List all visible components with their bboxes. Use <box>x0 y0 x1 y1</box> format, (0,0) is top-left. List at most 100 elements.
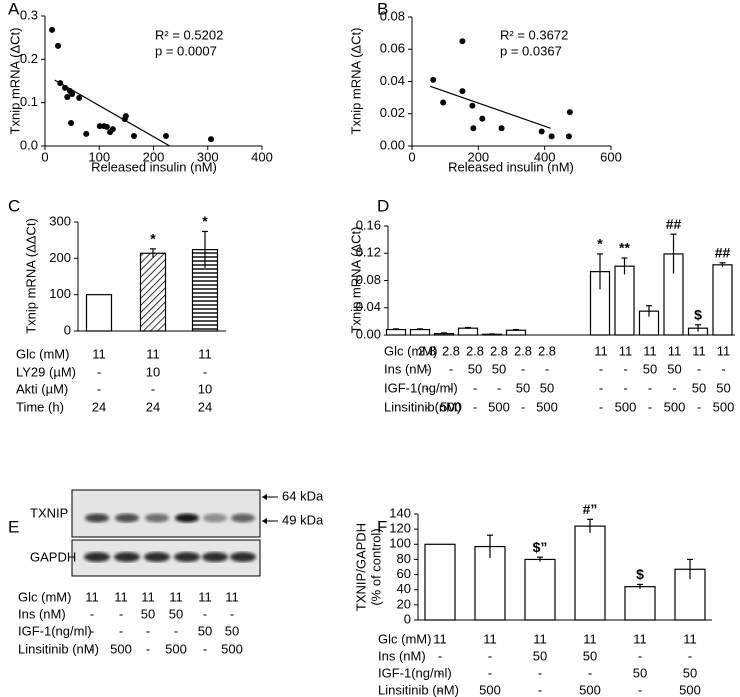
point <box>55 42 62 49</box>
condition-label: Glc (mM) <box>378 631 431 646</box>
condition-value: 11 <box>633 631 647 646</box>
condition-value: 11 <box>92 346 106 361</box>
condition-value: 11 <box>692 343 706 358</box>
y-tick-label: 0.00 <box>356 326 381 341</box>
condition-value: - <box>97 381 101 396</box>
y-tick-label: 0.3 <box>20 7 38 22</box>
panel-letter: D <box>377 196 389 215</box>
y-tick-label: 120 <box>389 521 411 536</box>
condition-value: 11 <box>583 631 597 646</box>
x-tick-label: 0 <box>41 149 48 164</box>
condition-value: - <box>648 380 652 395</box>
condition-value: - <box>90 606 94 621</box>
condition-value: 24 <box>198 399 212 414</box>
condition-value: 500 <box>536 399 558 414</box>
panel-letter: B <box>377 0 388 18</box>
x-tick-label: 300 <box>197 149 219 164</box>
band <box>84 552 110 562</box>
y-axis-label: Txnip mRNA (ΔCt) <box>348 227 363 334</box>
condition-value: 11 <box>169 589 183 604</box>
condition-value: - <box>449 361 453 376</box>
bar <box>474 545 506 621</box>
condition-label: IGF-1(ng/ml) <box>378 665 452 680</box>
condition-value: 50 <box>492 361 506 376</box>
x-tick-label: 600 <box>600 149 622 164</box>
band <box>115 513 139 523</box>
point <box>459 88 466 95</box>
condition-value: 50 <box>141 606 155 621</box>
condition-value: - <box>449 380 453 395</box>
point <box>62 84 69 91</box>
condition-value: - <box>119 606 123 621</box>
condition-value: 11 <box>225 589 239 604</box>
band <box>85 513 109 523</box>
bar-label: $ <box>694 306 702 322</box>
band-label: GAPDH <box>30 549 76 564</box>
condition-label: Ins (nM) <box>378 648 426 663</box>
point <box>69 91 76 97</box>
y-axis-label: Txnip mRNA (ΔCt) <box>348 28 363 135</box>
y-tick-label: 100 <box>389 536 411 551</box>
point <box>76 94 83 101</box>
marker-label: 49 kDa <box>282 512 324 527</box>
panel-letter: C <box>8 196 20 215</box>
band <box>203 513 227 523</box>
bar <box>85 294 113 332</box>
condition-value: - <box>230 606 234 621</box>
y-axis-label: TXNIP/GAPDH <box>353 523 368 611</box>
point <box>57 80 64 87</box>
bar <box>574 525 606 621</box>
y-tick-label: 0 <box>404 611 411 626</box>
condition-value: 11 <box>643 343 657 358</box>
y-tick-label: 0.1 <box>20 94 38 109</box>
point <box>122 113 129 120</box>
y-tick-label: 0.08 <box>356 272 381 287</box>
bar-label: $ <box>636 566 644 582</box>
condition-value: 50 <box>633 665 647 680</box>
trendline <box>54 79 171 147</box>
condition-value: 11 <box>533 631 547 646</box>
condition-value: - <box>146 623 150 638</box>
bar <box>624 586 656 621</box>
point <box>162 133 169 140</box>
condition-value: 500 <box>615 399 637 414</box>
condition-value: - <box>588 665 592 680</box>
point <box>64 94 71 101</box>
condition-value: - <box>521 399 525 414</box>
y-tick-label: 140 <box>389 505 411 520</box>
condition-value: - <box>721 361 725 376</box>
condition-value: - <box>151 381 155 396</box>
x-axis-label: Released insulin (nM) <box>91 159 217 174</box>
bar-label: ** <box>619 240 630 256</box>
y-tick-label: 0.00 <box>380 137 405 152</box>
condition-label: Time (h) <box>16 399 64 414</box>
condition-value: - <box>119 623 123 638</box>
condition-value: 11 <box>683 631 697 646</box>
condition-value: - <box>90 623 94 638</box>
condition-value: - <box>648 399 652 414</box>
point <box>96 123 103 130</box>
y-tick-label: 60 <box>397 566 411 581</box>
bar-label: $” <box>533 539 548 555</box>
point <box>566 109 573 116</box>
point <box>103 123 110 130</box>
bar-label: #” <box>583 501 598 517</box>
band <box>144 552 170 562</box>
condition-label: Glc (mM) <box>384 343 437 358</box>
condition-value: 11 <box>483 631 497 646</box>
marker-arrowhead <box>262 518 267 524</box>
y-tick-label: 200 <box>49 250 71 265</box>
annotation: R² = 0.3672 <box>500 27 568 42</box>
y-axis-label: (% of control) <box>368 528 383 605</box>
bar <box>409 328 431 336</box>
condition-value: - <box>488 665 492 680</box>
point <box>459 38 466 45</box>
condition-value: 50 <box>716 380 730 395</box>
condition-label: Linsitinib (nM) <box>18 641 99 656</box>
condition-label: IGF-1(ng/ml) <box>18 623 92 638</box>
condition-value: 2.8 <box>490 343 508 358</box>
bar <box>457 327 479 336</box>
condition-value: - <box>599 361 603 376</box>
condition-value: 500 <box>479 682 501 697</box>
condition-value: 11 <box>146 346 160 361</box>
